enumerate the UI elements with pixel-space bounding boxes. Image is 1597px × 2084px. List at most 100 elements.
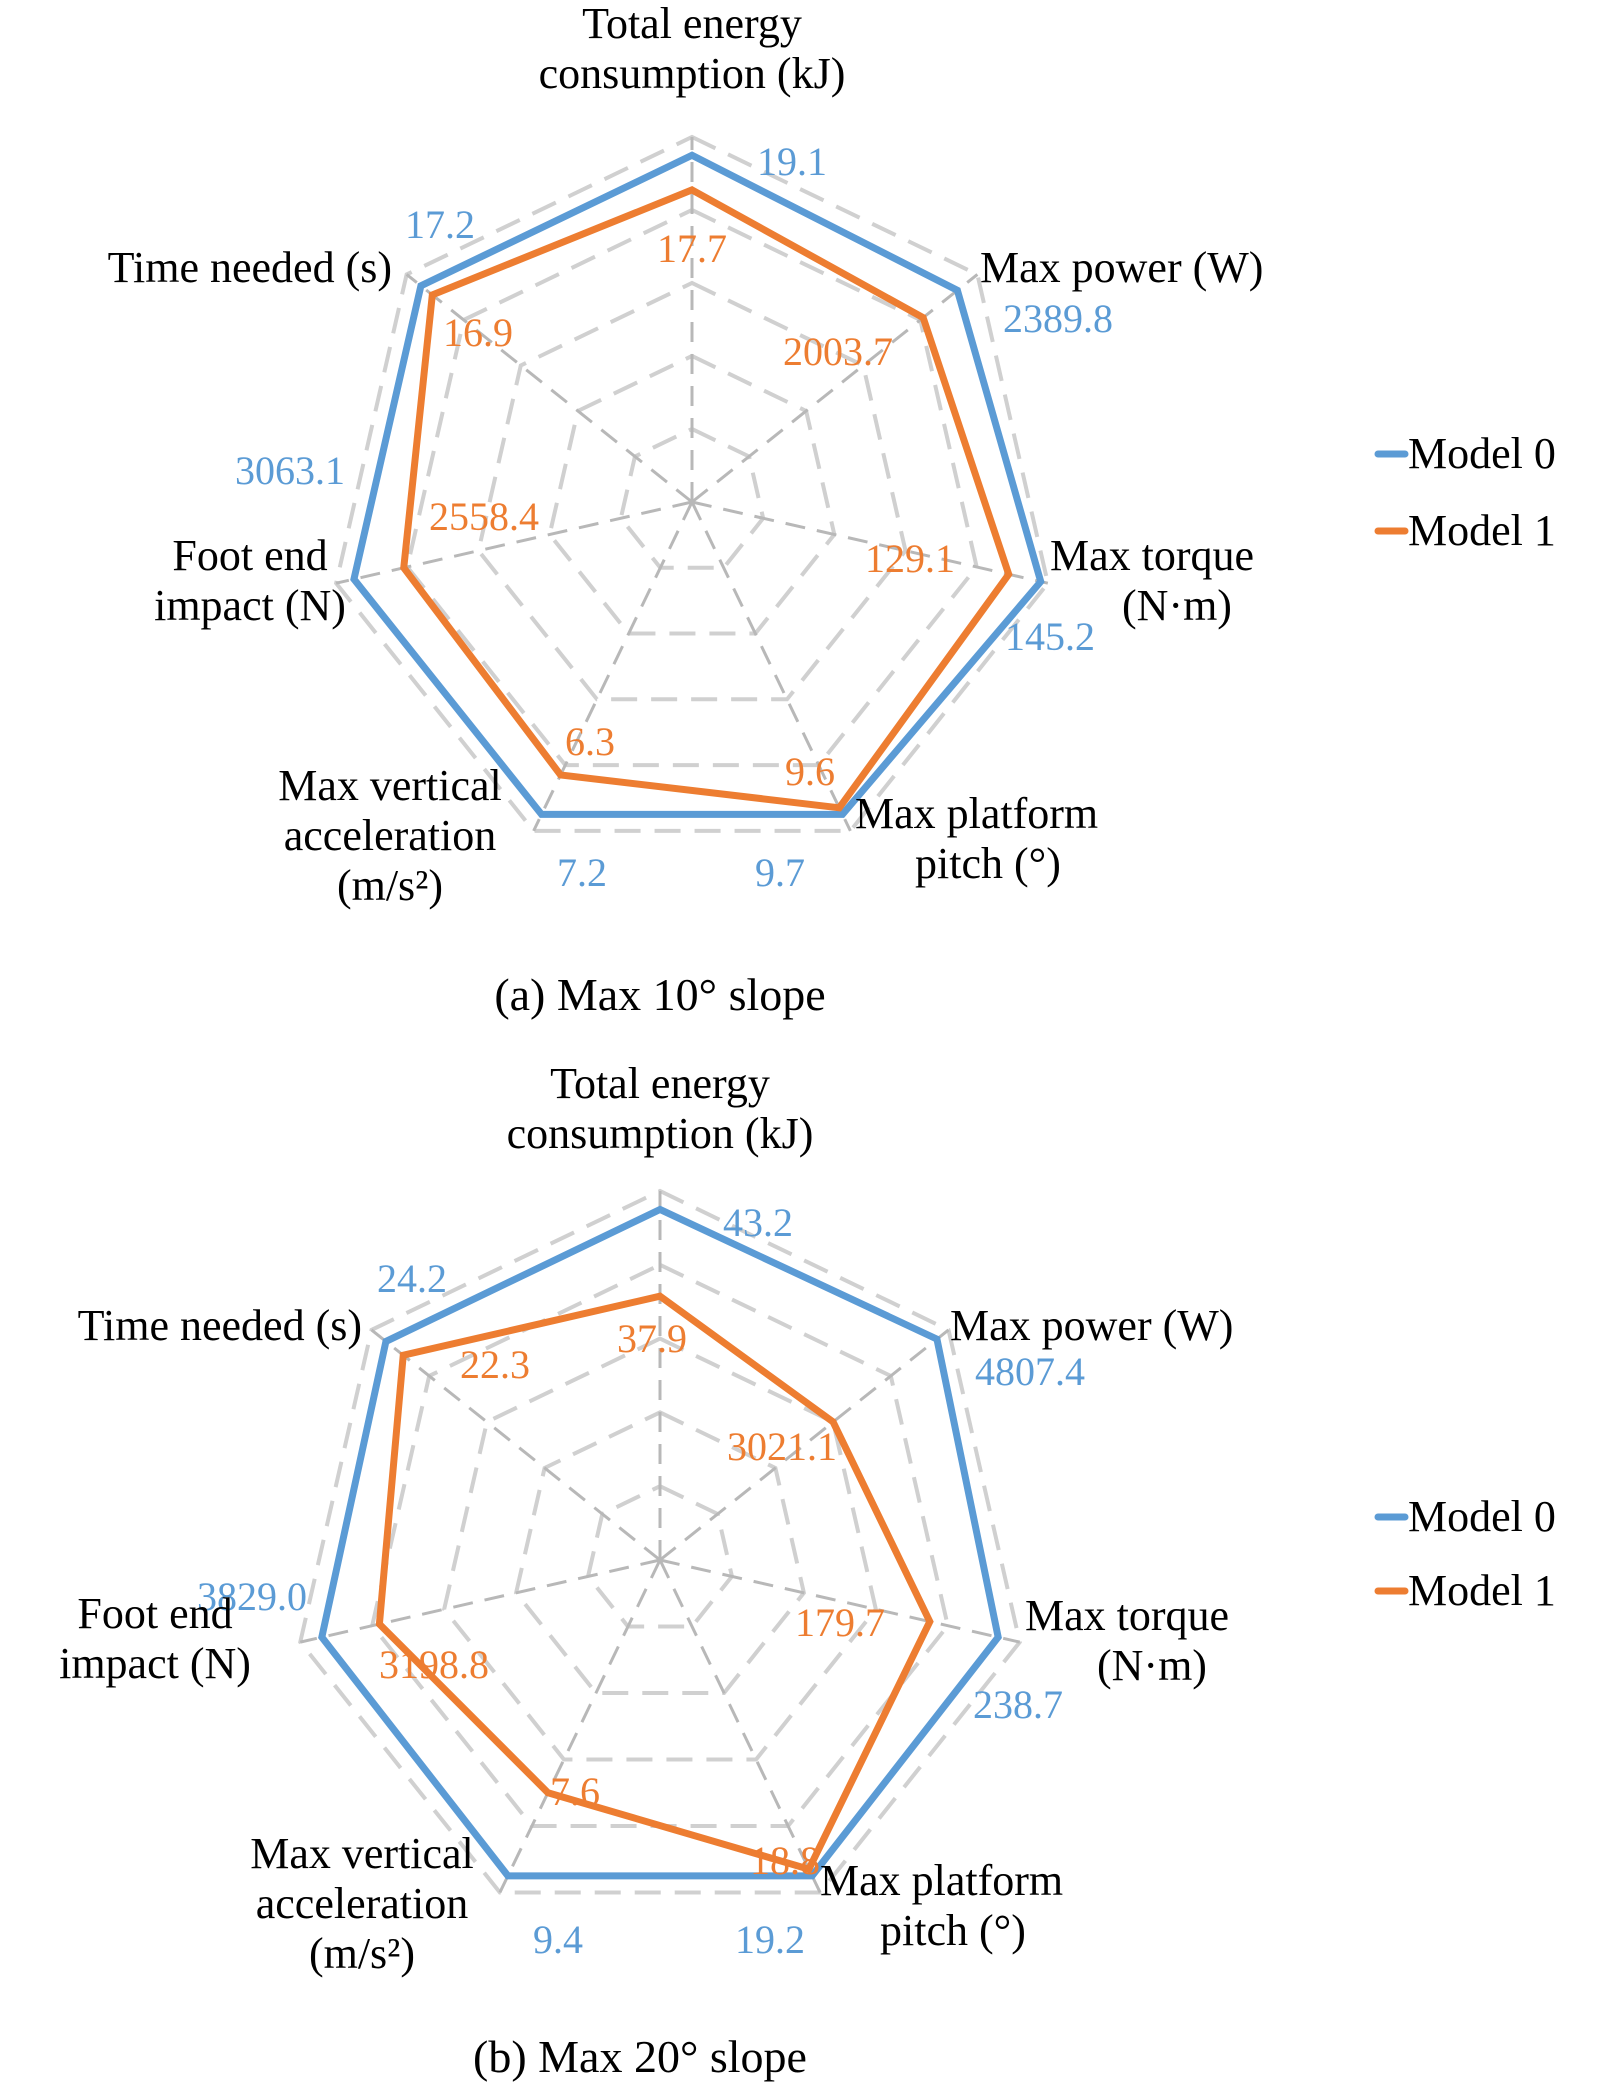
legend-label: Model 0	[1408, 1492, 1556, 1541]
axis-label-line: Max vertical	[250, 1829, 474, 1878]
axis-spoke	[335, 500, 693, 585]
axis-label: Max platform pitch (°)	[855, 789, 1098, 888]
data-label: 19.1	[757, 139, 827, 184]
axis-label-line: (N·m)	[1122, 581, 1232, 630]
axis-label: Time needed (s)	[108, 243, 392, 292]
series-line-model-1	[375, 1292, 934, 1874]
axis-label: Max vertical acceleration (m/s²)	[278, 761, 502, 910]
grid-ring	[441, 1336, 879, 1762]
radar-chart-b: 43.2 4807.4 238.7 19.2 9.4 3829.0 24.2 37.9 3021…	[59, 1059, 1556, 2082]
data-label: 2003.7	[783, 329, 893, 374]
axis-spoke	[405, 273, 693, 504]
grid-ring	[298, 1188, 1022, 1895]
axis-spoke	[658, 1559, 822, 1894]
axis-label-line: Max torque	[1025, 1591, 1229, 1640]
axis-label: Max torque (N·m)	[1050, 531, 1254, 630]
axis-label-line: pitch (°)	[915, 839, 1061, 888]
axis-label-line: Total energy	[582, 0, 802, 48]
axis-label-line: pitch (°)	[880, 1906, 1026, 1955]
data-label: 17.7	[657, 226, 727, 271]
data-label: 238.7	[973, 1682, 1063, 1727]
axis-label: Max platform pitch (°)	[820, 1856, 1063, 1955]
data-label: 18.8	[750, 1838, 820, 1883]
series-line-model-0	[318, 1205, 1002, 1880]
axis-label-line: consumption (kJ)	[507, 1109, 814, 1158]
axis-label-line: Max platform	[820, 1856, 1063, 1905]
data-label: 7.2	[557, 850, 607, 895]
axis-label: Total energy consumption (kJ)	[507, 1059, 814, 1158]
axis-label-line: Max power (W)	[950, 1301, 1233, 1350]
data-label: 3063.1	[235, 448, 345, 493]
axis-spoke	[690, 501, 852, 832]
grid-ring	[476, 280, 908, 702]
axis-label-line: impact (N)	[154, 581, 346, 630]
data-label: 179.7	[795, 1600, 885, 1645]
data-label: 9.4	[533, 1917, 583, 1962]
radar-chart-a: 19.1 2389.8 145.2 9.7 7.2 3063.1 17.2 17.7 2003.…	[108, 0, 1556, 1020]
axis-label-line: impact (N)	[59, 1639, 251, 1688]
axis-spoke	[659, 1558, 1021, 1644]
data-label: 3829.0	[197, 1574, 307, 1619]
axis-label-line: Foot end	[77, 1589, 232, 1638]
axis-label: Foot end impact (N)	[154, 531, 346, 630]
data-label: 2558.4	[429, 494, 539, 539]
data-label: 3198.8	[379, 1642, 489, 1687]
axis-spoke	[370, 1328, 661, 1562]
axis-label-line: Foot end	[172, 531, 327, 580]
series-line-model-0	[350, 151, 1045, 818]
axis-spoke	[691, 273, 979, 504]
axis-label-line: Time needed (s)	[108, 243, 392, 292]
data-label: 129.1	[865, 536, 955, 581]
axis-label: Max torque (N·m)	[1025, 1591, 1229, 1690]
axis-spoke	[691, 500, 1049, 585]
axis-label-line: (m/s²)	[337, 861, 443, 910]
data-label: 145.2	[1005, 614, 1095, 659]
legend-label: Model 0	[1408, 429, 1556, 478]
axis-label-line: Max vertical	[278, 761, 502, 810]
axis-label-line: acceleration	[284, 811, 497, 860]
series-line-model-1	[400, 186, 1013, 812]
axis-label-line: Max platform	[855, 789, 1098, 838]
data-label: 19.2	[735, 1917, 805, 1962]
axis-label: Time needed (s)	[78, 1301, 362, 1350]
axis-label: Foot end impact (N)	[59, 1589, 251, 1688]
chart-caption: (a) Max 10° slope	[494, 969, 825, 1020]
data-label: 7.6	[550, 1769, 600, 1814]
axis-label: Max power (W)	[950, 1301, 1233, 1350]
grid-ring	[618, 426, 766, 570]
data-label: 22.3	[460, 1342, 530, 1387]
axis-label-line: acceleration	[256, 1879, 469, 1928]
axis-label: Max vertical acceleration (m/s²)	[250, 1829, 474, 1978]
axis-label: Max power (W)	[980, 243, 1263, 292]
grid-ring	[405, 207, 979, 768]
grid-ring	[585, 1483, 735, 1629]
grid-ring	[513, 1410, 807, 1695]
data-label: 17.2	[405, 202, 475, 247]
chart-caption: (b) Max 20° slope	[473, 2031, 807, 2082]
data-label: 37.9	[617, 1316, 687, 1361]
data-label: 3021.1	[727, 1424, 837, 1469]
data-label: 16.9	[443, 310, 513, 355]
data-label: 9.7	[755, 850, 805, 895]
axis-label-line: Max torque	[1050, 531, 1254, 580]
data-label: 9.6	[785, 749, 835, 794]
axis-label-line: (N·m)	[1097, 1641, 1207, 1690]
axis-label-line: Total energy	[550, 1059, 770, 1108]
data-label: 43.2	[723, 1200, 793, 1245]
axis-label-line: Time needed (s)	[78, 1301, 362, 1350]
axis-label-line: consumption (kJ)	[539, 49, 846, 98]
axis-spoke	[659, 1328, 950, 1562]
axis-label: Total energy consumption (kJ)	[539, 0, 846, 98]
grid-ring	[547, 353, 837, 636]
axis-spoke	[299, 1558, 661, 1644]
data-label: 24.2	[377, 1256, 447, 1301]
axis-spoke	[498, 1559, 662, 1894]
legend-label: Model 1	[1408, 506, 1556, 555]
data-label: 2389.8	[1003, 296, 1113, 341]
grid-ring	[333, 134, 1051, 833]
axis-label-line: Max power (W)	[980, 243, 1263, 292]
legend-label: Model 1	[1408, 1566, 1556, 1615]
data-label: 4807.4	[975, 1349, 1085, 1394]
data-label: 6.3	[565, 719, 615, 764]
